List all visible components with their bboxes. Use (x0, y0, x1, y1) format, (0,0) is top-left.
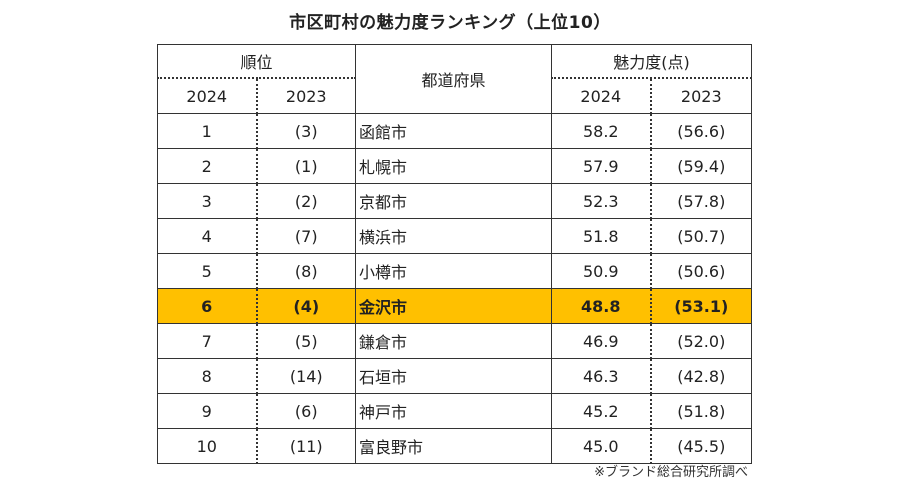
table-title: 市区町村の魅力度ランキング（上位10） (289, 13, 611, 33)
score-2024-cell: 45.2 (551, 393, 652, 429)
rank-2023-cell: (5) (255, 323, 357, 359)
score-2023-cell: (50.6) (649, 253, 753, 289)
city-cell: 鎌倉市 (355, 323, 553, 359)
table-row: 4 (7) 横浜市 51.8 (50.7) (157, 218, 753, 254)
score-2024-cell: 52.3 (551, 183, 652, 219)
city-cell: 横浜市 (355, 218, 553, 254)
table-row: 1 (3) 函館市 58.2 (56.6) (157, 113, 753, 149)
source-note: ※ブランド総合研究所調べ (594, 465, 748, 480)
rank-2024-cell: 3 (157, 183, 258, 219)
score-2024-cell: 48.8 (551, 288, 652, 324)
table-row: 7 (5) 鎌倉市 46.9 (52.0) (157, 323, 753, 359)
score-2024-cell: 45.0 (551, 428, 652, 464)
city-cell: 京都市 (355, 183, 553, 219)
table-row: 8 (14) 石垣市 46.3 (42.8) (157, 358, 753, 394)
score-2023-cell: (50.7) (649, 218, 753, 254)
score-2023-cell: (56.6) (649, 113, 753, 149)
city-cell: 石垣市 (355, 358, 553, 394)
table-row: 9 (6) 神戸市 45.2 (51.8) (157, 393, 753, 429)
score-2024-cell: 57.9 (551, 148, 652, 184)
rank-2024-cell: 6 (157, 288, 258, 324)
rank-2024-cell: 7 (157, 323, 258, 359)
city-cell: 神戸市 (355, 393, 553, 429)
rank-2023-cell: (4) (255, 288, 357, 324)
score-2024-cell: 50.9 (551, 253, 652, 289)
rank-2024-cell: 1 (157, 113, 258, 149)
highlighted-table-row: 6 (4) 金沢市 48.8 (53.1) (157, 288, 753, 324)
city-cell: 小樽市 (355, 253, 553, 289)
header-rank-2024: 2024 (157, 77, 258, 114)
rank-2023-cell: (3) (255, 113, 357, 149)
rank-2023-cell: (1) (255, 148, 357, 184)
rank-2024-cell: 8 (157, 358, 258, 394)
rank-2023-cell: (8) (255, 253, 357, 289)
header-rank-2023: 2023 (255, 77, 357, 114)
rank-2024-cell: 9 (157, 393, 258, 429)
rank-2024-cell: 10 (157, 428, 258, 464)
header-prefecture: 都道府県 (355, 44, 553, 114)
table-row: 10 (11) 富良野市 45.0 (45.5) (157, 428, 753, 464)
header-score-2024: 2024 (551, 77, 652, 114)
score-2023-cell: (59.4) (649, 148, 753, 184)
score-2024-cell: 46.9 (551, 323, 652, 359)
ranking-table: 順位 都道府県 魅力度(点) 2024 2023 2024 2023 1 (3)… (156, 44, 753, 464)
city-cell: 函館市 (355, 113, 553, 149)
header-rank: 順位 (156, 44, 357, 79)
score-2024-cell: 46.3 (551, 358, 652, 394)
rank-2024-cell: 5 (157, 253, 258, 289)
score-2024-cell: 58.2 (551, 113, 652, 149)
header-score-2023: 2023 (649, 77, 753, 114)
score-2023-cell: (52.0) (649, 323, 753, 359)
score-2023-cell: (45.5) (649, 428, 753, 464)
rank-2023-cell: (7) (255, 218, 357, 254)
rank-2024-cell: 2 (157, 148, 258, 184)
rank-2023-cell: (11) (255, 428, 357, 464)
rank-2023-cell: (6) (255, 393, 357, 429)
city-cell: 富良野市 (355, 428, 553, 464)
score-2023-cell: (51.8) (649, 393, 753, 429)
score-2023-cell: (53.1) (649, 288, 753, 324)
score-2024-cell: 51.8 (551, 218, 652, 254)
table-row: 2 (1) 札幌市 57.9 (59.4) (157, 148, 753, 184)
score-2023-cell: (57.8) (649, 183, 753, 219)
rank-2023-cell: (2) (255, 183, 357, 219)
score-2023-cell: (42.8) (649, 358, 753, 394)
city-cell: 札幌市 (355, 148, 553, 184)
rank-2024-cell: 4 (157, 218, 258, 254)
header-score: 魅力度(点) (551, 44, 753, 79)
city-cell: 金沢市 (355, 288, 553, 324)
table-row: 5 (8) 小樽市 50.9 (50.6) (157, 253, 753, 289)
table-row: 3 (2) 京都市 52.3 (57.8) (157, 183, 753, 219)
rank-2023-cell: (14) (255, 358, 357, 394)
